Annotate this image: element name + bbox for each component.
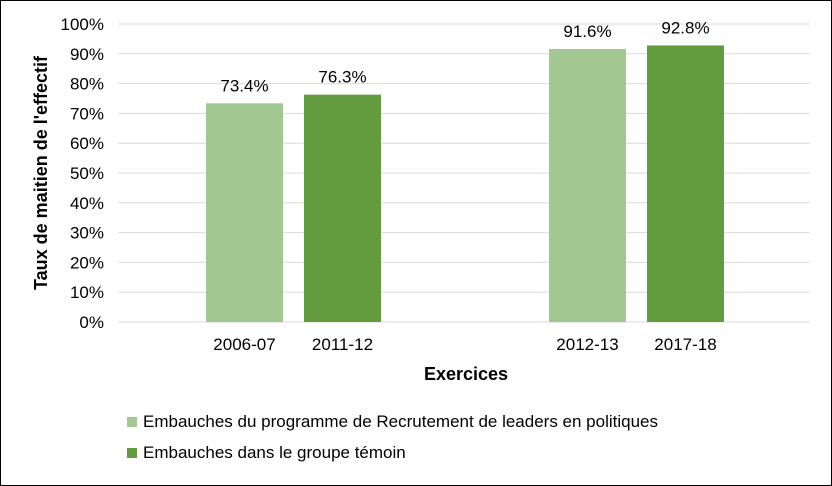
bar — [549, 49, 626, 322]
x-tick-label: 2017-18 — [654, 335, 716, 354]
y-tick-label: 100% — [61, 15, 104, 34]
bar — [647, 45, 724, 323]
x-tick-label: 2011-12 — [312, 335, 373, 354]
y-tick-label: 0% — [79, 313, 104, 332]
x-tick-label: 2012-13 — [556, 335, 618, 354]
y-tick-labels: 0% 10% 20% 30% 40% 50% 60% 70% 80% 90% 100% — [61, 15, 104, 332]
data-label: 92.8% — [661, 18, 709, 37]
y-tick-label: 50% — [70, 164, 104, 183]
x-tick-label: 2006-07 — [213, 335, 275, 354]
legend-swatch — [127, 417, 137, 427]
bars — [206, 45, 724, 323]
legend: Embauches du programme de Recrutement de… — [127, 411, 658, 473]
y-tick-label: 20% — [70, 253, 104, 272]
data-label: 76.3% — [318, 68, 366, 87]
bar-chart: 0%10%20%30%40%50%60%70%80%90%100% 73.4% 7… — [31, 15, 810, 384]
y-tick-label: 40% — [70, 194, 104, 213]
bar — [304, 94, 381, 322]
y-tick-label: 80% — [70, 75, 104, 94]
x-axis-title: Exercices — [424, 364, 508, 384]
y-tick-label: 90% — [70, 45, 104, 64]
data-labels: 73.4% 76.3% 91.6% 92.8% — [220, 18, 709, 95]
bar — [206, 103, 283, 322]
y-tick-label: 60% — [70, 134, 104, 153]
legend-item: Embauches dans le groupe témoin — [127, 442, 658, 464]
y-tick-label: 10% — [70, 283, 104, 302]
y-tick-label: 70% — [70, 104, 104, 123]
data-label: 91.6% — [563, 22, 611, 41]
x-tick-labels: 2006-07 2011-12 2012-13 2017-18 — [213, 335, 716, 354]
y-axis-title: Taux de maitien de l'effectif — [31, 55, 51, 290]
legend-item: Embauches du programme de Recrutement de… — [127, 411, 658, 433]
legend-label: Embauches dans le groupe témoin — [143, 443, 406, 462]
legend-swatch — [127, 448, 137, 458]
y-tick-label: 30% — [70, 224, 104, 243]
data-label: 73.4% — [220, 76, 268, 95]
legend-label: Embauches du programme de Recrutement de… — [143, 412, 659, 431]
